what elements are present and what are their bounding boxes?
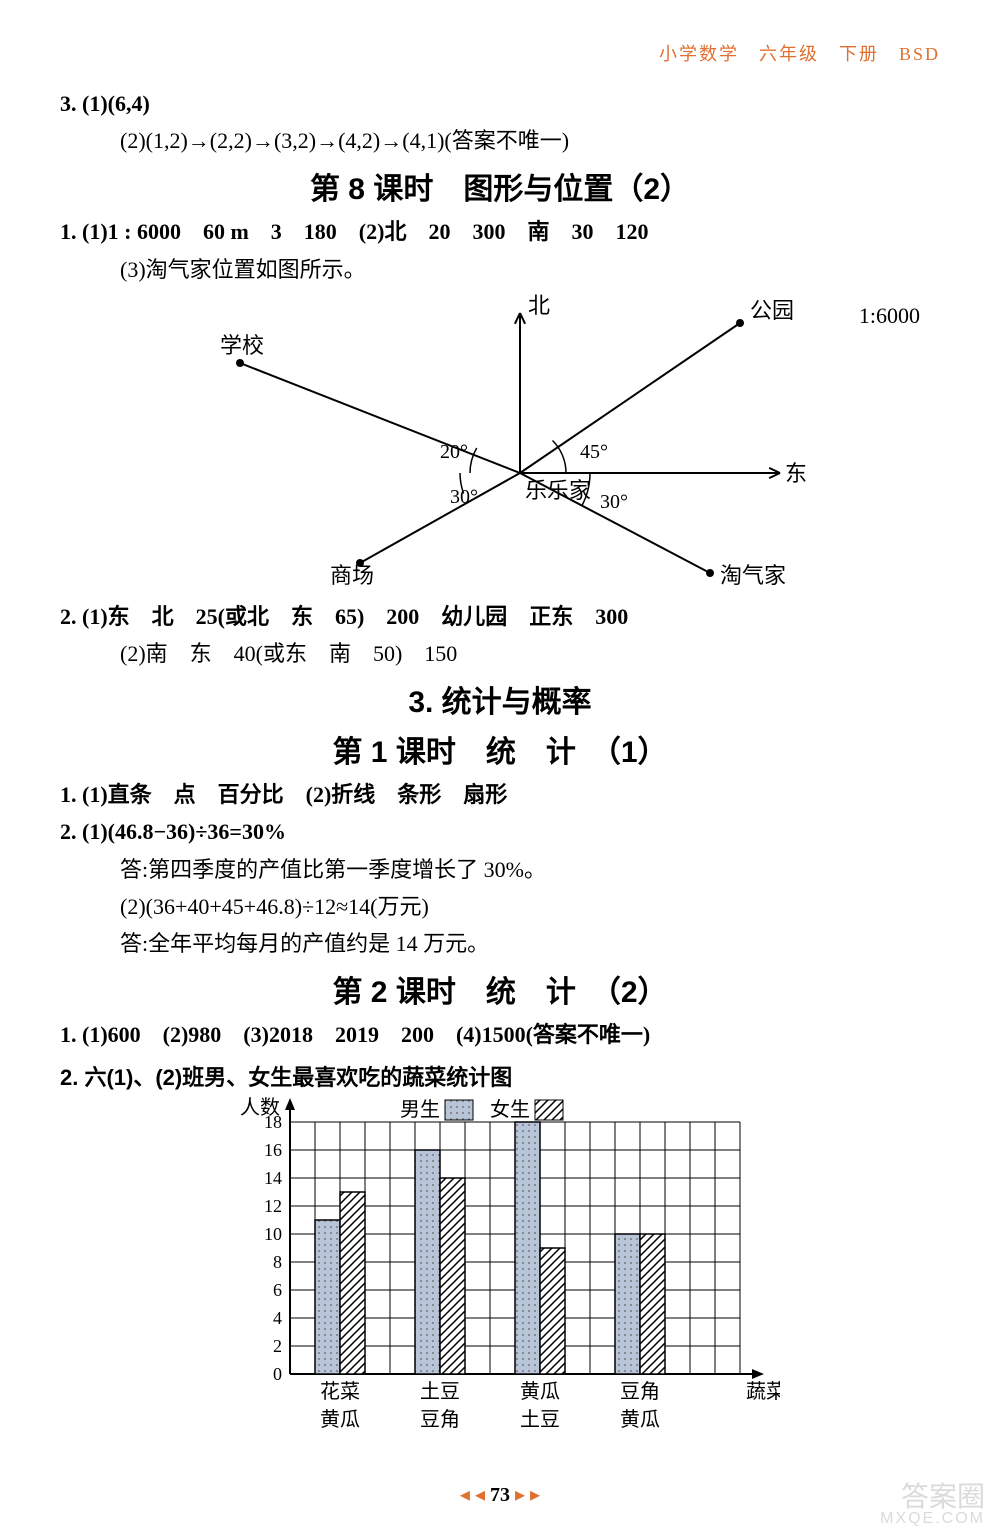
- svg-text:花菜: 花菜: [320, 1380, 360, 1403]
- svg-text:女生: 女生: [490, 1098, 530, 1121]
- lesson8-title: 第 8 课时 图形与位置（2）: [60, 164, 940, 208]
- lesson1-title: 第 1 课时 统 计 （1）: [60, 727, 940, 771]
- svg-text:4: 4: [273, 1308, 282, 1328]
- s3-l2-q1: 1. (1)600 (2)980 (3)2018 2019 200 (4)150…: [60, 1017, 940, 1052]
- svg-text:土豆: 土豆: [420, 1380, 460, 1403]
- footer-left-arrows: ◂ ◂: [460, 1484, 485, 1506]
- svg-text:北: 北: [528, 293, 550, 318]
- svg-text:2: 2: [273, 1336, 282, 1356]
- l8-q1-line1: 1. (1)1 : 6000 60 m 3 180 (2)北 20 300 南 …: [60, 214, 940, 249]
- svg-text:公园: 公园: [750, 298, 794, 323]
- svg-text:14: 14: [264, 1168, 282, 1188]
- svg-text:豆角: 豆角: [420, 1408, 460, 1431]
- lesson2-title: 第 2 课时 统 计 （2）: [60, 967, 940, 1011]
- svg-text:18: 18: [264, 1112, 282, 1132]
- q3-part1: (1)(6,4): [82, 91, 150, 116]
- page-header: 小学数学 六年级 下册 BSD: [60, 40, 940, 66]
- svg-text:男生: 男生: [400, 1098, 440, 1121]
- watermark-big: 答案圈: [880, 1483, 985, 1511]
- q3-line2: (2)(1,2)→(2,2)→(3,2)→(4,2)→(4,1)(答案不唯一): [60, 123, 940, 158]
- svg-text:45°: 45°: [580, 441, 608, 463]
- svg-text:黄瓜: 黄瓜: [620, 1408, 660, 1431]
- s3-l2-q2-title: 2. 六(1)、(2)班男、女生最喜欢吃的蔬菜统计图: [60, 1060, 940, 1092]
- svg-text:黄瓜: 黄瓜: [320, 1408, 360, 1431]
- s3-l1-q1: 1. (1)直条 点 百分比 (2)折线 条形 扇形: [60, 777, 940, 812]
- watermark: 答案圈 MXQE.COM: [880, 1483, 985, 1527]
- svg-text:6: 6: [273, 1280, 282, 1300]
- svg-text:豆角: 豆角: [620, 1380, 660, 1403]
- svg-text:12: 12: [264, 1196, 282, 1216]
- s3-l1-q2b-ans: 答:全年平均每月的产值约是 14 万元。: [60, 926, 940, 961]
- svg-text:30°: 30°: [600, 491, 628, 513]
- svg-text:10: 10: [264, 1224, 282, 1244]
- svg-text:16: 16: [264, 1140, 282, 1160]
- l8-q2-line1: 2. (1)东 北 25(或北 东 65) 200 幼儿园 正东 300: [60, 599, 940, 634]
- svg-text:淘气家: 淘气家: [720, 563, 786, 588]
- s3-l1-q2a: 2. (1)(46.8−36)÷36=30%: [60, 814, 940, 849]
- svg-text:土豆: 土豆: [520, 1408, 560, 1431]
- svg-text:学校: 学校: [220, 333, 264, 358]
- svg-text:0: 0: [273, 1364, 282, 1384]
- svg-text:8: 8: [273, 1252, 282, 1272]
- s3-l1-q2a-ans: 答:第四季度的产值比第一季度增长了 30%。: [60, 852, 940, 887]
- compass-diagram: 1:6000 北东乐乐家公园学校商场淘气家45°20°30°30°: [60, 293, 940, 593]
- watermark-small: MXQE.COM: [880, 1511, 985, 1527]
- q3-line1: 3. (1)(6,4): [60, 86, 940, 121]
- bar-chart: 人数蔬菜024681012141618男生女生花菜土豆黄瓜豆角黄瓜豆角土豆黄瓜: [60, 1092, 940, 1462]
- svg-text:商场: 商场: [330, 563, 374, 588]
- svg-text:30°: 30°: [450, 486, 478, 508]
- footer-page-number: 73: [490, 1484, 510, 1506]
- section3-title: 3. 统计与概率: [60, 677, 940, 721]
- l8-q1-line2: (3)淘气家位置如图所示。: [60, 252, 940, 287]
- svg-text:黄瓜: 黄瓜: [520, 1380, 560, 1403]
- q3-num: 3.: [60, 91, 77, 116]
- scale-label: 1:6000: [859, 303, 920, 329]
- svg-text:东: 东: [785, 461, 807, 486]
- svg-text:蔬菜: 蔬菜: [746, 1380, 780, 1403]
- footer-right-arrows: ▸ ▸: [515, 1484, 540, 1506]
- l8-q2-line2: (2)南 东 40(或东 南 50) 150: [60, 636, 940, 671]
- s3-l1-q2b: (2)(36+40+45+46.8)÷12≈14(万元): [60, 889, 940, 924]
- svg-text:20°: 20°: [440, 441, 468, 463]
- page-footer: ◂ ◂ 73 ▸ ▸: [60, 1482, 940, 1507]
